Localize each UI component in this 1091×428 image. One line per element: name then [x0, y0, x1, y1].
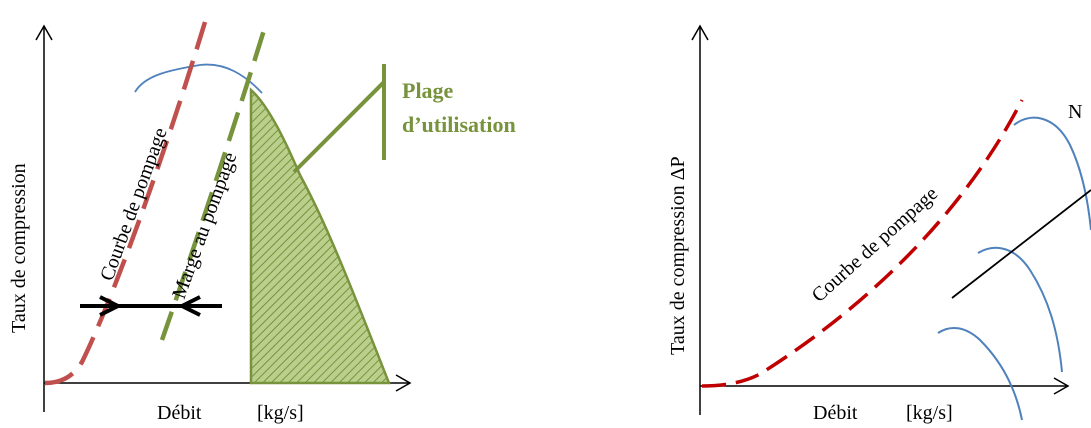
left-surge-margin-label: Marge au pompage — [168, 149, 241, 301]
right-axes — [691, 24, 1070, 415]
left-operating-range-label-line1: Plage — [402, 78, 454, 103]
left-operating-range-area — [249, 87, 391, 385]
right-characteristic-curve-1 — [937, 327, 1023, 421]
left-x-axis-label: Débit — [157, 402, 202, 424]
left-diagram: Taux de compression Débit [kg/s] Courbe … — [8, 21, 516, 424]
right-x-axis-label: Débit — [813, 402, 858, 424]
left-y-axis-arrowhead — [35, 24, 53, 41]
left-operating-range-bracket — [292, 64, 386, 174]
right-speed-arrow — [951, 189, 1091, 299]
left-operating-range-label-line2: d’utilisation — [402, 112, 516, 137]
right-characteristic-curve-3 — [1013, 116, 1091, 231]
left-margin-double-arrow — [80, 295, 222, 317]
left-x-axis-arrowhead — [395, 374, 412, 392]
right-diagram: Taux de compression ΔP Débit [kg/s] Cour… — [667, 24, 1091, 424]
left-surge-margin-curve — [159, 29, 267, 341]
left-surge-curve-label: Courbe de pompage — [96, 125, 172, 284]
right-y-axis-label: Taux de compression ΔP — [667, 156, 689, 355]
right-y-axis-arrowhead — [691, 24, 709, 41]
right-x-axis-arrowhead — [1053, 377, 1070, 395]
right-surge-curve-label: Courbe de pompage — [808, 183, 943, 307]
right-characteristic-curve-2 — [977, 246, 1063, 373]
right-x-unit-label: [kg/s] — [906, 402, 953, 424]
left-x-unit-label: [kg/s] — [257, 402, 304, 424]
left-characteristic-curve — [134, 63, 263, 94]
right-speed-arrow-label: N — [1068, 101, 1082, 123]
right-surge-curve — [701, 99, 1024, 388]
left-y-axis-label: Taux de compression — [8, 163, 30, 333]
